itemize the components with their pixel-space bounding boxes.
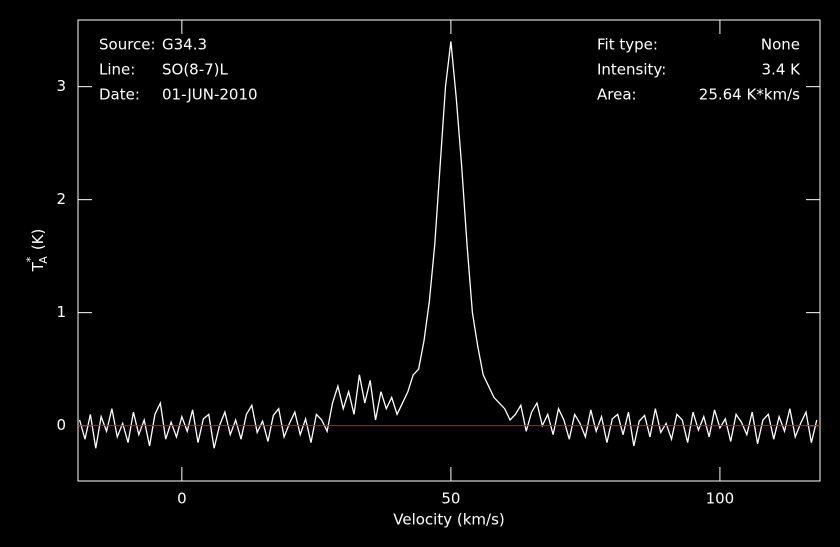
annotation-label: Date: — [99, 86, 140, 104]
y-tick-label: 2 — [56, 190, 66, 208]
y-label-unit: (K) — [29, 229, 47, 251]
y-label-symbol: T — [29, 261, 47, 272]
annotation-label: Area: — [597, 86, 637, 104]
y-tick-label: 0 — [56, 416, 66, 434]
annotation-label: Fit type: — [597, 36, 658, 54]
x-tick-label: 100 — [706, 490, 735, 508]
x-axis-label: Velocity (km/s) — [393, 511, 504, 529]
annotation-label: Source: — [99, 36, 156, 54]
annotation-value: 25.64 K*km/s — [699, 86, 800, 104]
y-tick-label: 1 — [56, 303, 66, 321]
annotation-value: G34.3 — [162, 36, 207, 54]
annotation-value: 01-JUN-2010 — [162, 86, 258, 104]
annotation-value: SO(8-7)L — [162, 61, 229, 79]
annotation-value: None — [761, 36, 800, 54]
spectrum-line — [78, 41, 818, 449]
x-tick-label: 0 — [177, 490, 187, 508]
y-label-sup: * — [24, 256, 37, 262]
annotation-label: Intensity: — [597, 61, 666, 79]
y-label-sub: A — [37, 256, 50, 264]
y-tick-label: 3 — [56, 77, 66, 95]
annotation-value: 3.4 K — [762, 61, 802, 79]
x-tick-label: 50 — [441, 490, 460, 508]
y-axis-label: T*A (K) — [24, 229, 50, 273]
annotation-label: Line: — [99, 61, 135, 79]
plot-frame — [77, 19, 821, 482]
